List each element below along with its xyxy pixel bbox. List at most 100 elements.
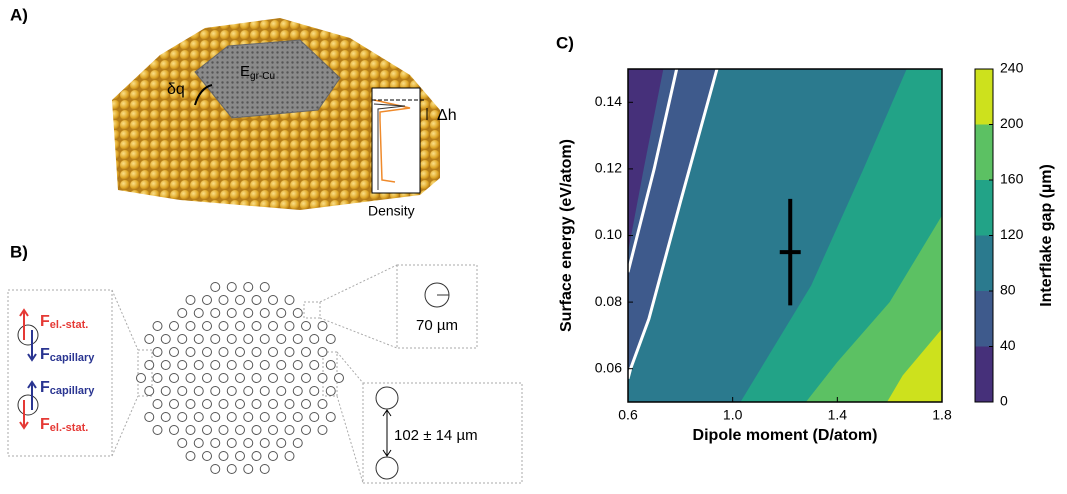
particle: [243, 464, 254, 474]
particle: [284, 399, 295, 409]
density-label: Density: [368, 203, 415, 219]
particle: [218, 373, 229, 383]
particle: [177, 412, 188, 422]
arrow: [19, 308, 29, 340]
particle: [317, 399, 328, 409]
colorbar-band: [975, 124, 993, 180]
particle: [251, 399, 262, 409]
particle: [251, 321, 262, 331]
particle: [210, 464, 221, 474]
zoom-box: [137, 349, 153, 397]
colorbar-band: [975, 180, 993, 236]
white-curve: [626, 68, 719, 380]
particle: [193, 308, 204, 318]
particle: [334, 373, 344, 383]
leader: [336, 351, 364, 484]
colorbar-tick-label: 40: [1000, 337, 1016, 353]
particle: [276, 360, 287, 370]
particle: [160, 412, 171, 422]
particle: [17, 324, 39, 346]
density-profile: [373, 99, 411, 183]
particle: [202, 425, 212, 435]
particle: [243, 360, 254, 370]
particle: [284, 425, 295, 435]
particle: [235, 425, 245, 435]
particle: [144, 386, 155, 396]
colorbar-band: [975, 291, 993, 347]
particle: [284, 373, 295, 383]
arrow: [19, 400, 29, 430]
particle: [251, 425, 262, 435]
density-profile: [373, 103, 406, 190]
particle: [284, 451, 295, 461]
particle: [144, 412, 155, 422]
energy-label: Egr-Cu: [240, 63, 275, 82]
particle: [276, 334, 287, 344]
particle: [202, 295, 212, 305]
particle: [243, 308, 254, 318]
particle: [325, 412, 336, 422]
particle: [317, 321, 328, 331]
arrow: [382, 409, 392, 457]
particle: [185, 425, 196, 435]
panel-c: C) 0.6 1.0 1.4 1.8 0.06 0.08 0.10 0.12 0.14 Dipole…: [556, 33, 1055, 444]
particle: [259, 386, 270, 396]
particle: [235, 347, 245, 357]
leader: [319, 264, 398, 349]
y-tick-label: 0.14: [595, 93, 622, 109]
colorbar-tick-label: 0: [1000, 393, 1008, 409]
particle: [268, 347, 278, 357]
particle: [292, 412, 303, 422]
particle: [268, 321, 278, 331]
particle: [243, 412, 254, 422]
particle: [301, 373, 311, 383]
particle: [152, 373, 163, 383]
force-box: [7, 289, 113, 457]
particle: [292, 308, 303, 318]
particle: [202, 321, 212, 331]
particle: [259, 360, 270, 370]
particle: [193, 360, 204, 370]
particle: [144, 334, 155, 344]
particle: [193, 386, 204, 396]
particle: [185, 399, 196, 409]
particle: [325, 360, 336, 370]
x-tick-label: 1.4: [828, 407, 848, 423]
particle: [218, 399, 229, 409]
diameter-label: 70 µm: [416, 317, 458, 334]
density-box: [371, 87, 421, 194]
y-tick-label: 0.06: [595, 359, 622, 375]
particle: [177, 360, 188, 370]
particle: [251, 347, 262, 357]
contour-band: [887, 328, 942, 402]
particle: [177, 334, 188, 344]
particle: [301, 399, 311, 409]
particle: [259, 464, 270, 474]
particle: [284, 347, 295, 357]
particle: [160, 334, 171, 344]
colorbar-band: [975, 346, 993, 402]
colorbar-tick-label: 120: [1000, 226, 1024, 242]
y-tick-label: 0.12: [595, 160, 622, 176]
particle: [226, 464, 237, 474]
panel-a: A) δq Egr-Cu Δh Density: [10, 5, 457, 218]
particle: [152, 425, 163, 435]
particle: [202, 373, 212, 383]
particle: [218, 347, 229, 357]
particle: [325, 386, 336, 396]
force-label: Fel.-stat.: [40, 313, 88, 331]
particle: [292, 386, 303, 396]
particle: [235, 451, 245, 461]
y-axis-label: Surface energy (eV/atom): [558, 139, 575, 332]
particle: [226, 412, 237, 422]
particle: [210, 334, 221, 344]
particle: [210, 412, 221, 422]
particle: [268, 295, 278, 305]
particle: [276, 412, 287, 422]
particle: [202, 399, 212, 409]
particle: [193, 412, 204, 422]
x-tick-label: 1.8: [932, 407, 952, 423]
x-tick-label: 0.6: [618, 407, 638, 423]
colorbar-frame: [974, 68, 994, 403]
colorbar-band: [975, 235, 993, 291]
